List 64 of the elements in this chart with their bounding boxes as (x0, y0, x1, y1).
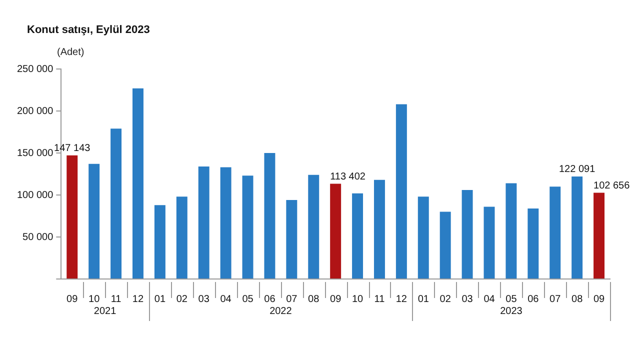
bar (418, 196, 429, 278)
bar (484, 206, 495, 278)
x-tick-label: 02 (440, 294, 452, 305)
x-tick-label: 11 (110, 294, 122, 305)
bar (110, 128, 122, 278)
y-tick-label: 200 000 (16, 106, 54, 117)
y-axis-title: (Adet) (57, 47, 84, 58)
chart-title: Konut satışı, Eylül 2023 (27, 24, 150, 36)
x-tick-label: 06 (264, 294, 276, 305)
x-tick-label: 02 (176, 294, 188, 305)
bar (352, 193, 364, 278)
bar (308, 174, 320, 278)
data-label: 102 656 (594, 180, 630, 192)
x-tick-label: 05 (506, 294, 518, 305)
bar (550, 186, 561, 278)
bar (176, 196, 188, 278)
y-tick-label: 250 000 (16, 64, 54, 75)
bar (286, 200, 298, 278)
bar (462, 190, 473, 278)
x-tick-label: 01 (418, 294, 430, 305)
data-label: 113 402 (330, 171, 366, 182)
x-tick-label: 07 (286, 294, 298, 305)
data-label: 122 091 (558, 164, 596, 176)
y-tick-label: 150 000 (16, 148, 54, 159)
x-tick-label: 06 (528, 294, 540, 305)
x-tick-label: 04 (220, 294, 232, 305)
bar (506, 183, 517, 278)
x-tick-label: 12 (132, 294, 144, 305)
text: 2022 (270, 306, 292, 317)
y-tick-label: 100 000 (16, 190, 54, 201)
x-tick-label: 03 (198, 294, 210, 305)
x-tick-label: 09 (66, 294, 78, 305)
x-tick-label: 03 (462, 294, 474, 305)
x-tick-label: 09 (330, 294, 342, 305)
bar (264, 153, 276, 278)
bar (154, 205, 166, 278)
y-tick-label: 50 000 (22, 232, 54, 243)
text: 2021 (94, 306, 117, 317)
x-tick-label: 04 (484, 294, 496, 305)
bar (242, 176, 254, 278)
x-tick-label: 11 (374, 294, 386, 305)
bar (528, 208, 539, 278)
bar (374, 180, 385, 278)
bar (132, 88, 144, 278)
x-tick-label: 07 (550, 294, 562, 305)
text: 2023 (500, 306, 523, 317)
data-label: 147 143 (54, 143, 91, 154)
bar (330, 184, 342, 278)
bar (440, 212, 451, 278)
x-tick-label: 10 (88, 294, 100, 305)
bar (198, 166, 210, 278)
bar (220, 167, 232, 278)
bar (396, 104, 407, 278)
x-tick-label: 12 (396, 294, 408, 305)
bar (594, 192, 605, 278)
x-tick-label: 09 (593, 294, 606, 305)
x-tick-label: 08 (308, 294, 320, 305)
x-tick-label: 05 (242, 294, 254, 305)
bar (66, 155, 78, 278)
x-tick-label: 10 (352, 294, 364, 305)
x-tick-label: 01 (154, 294, 166, 305)
bar (88, 164, 100, 278)
bar (572, 176, 583, 278)
x-tick-label: 08 (572, 294, 584, 305)
